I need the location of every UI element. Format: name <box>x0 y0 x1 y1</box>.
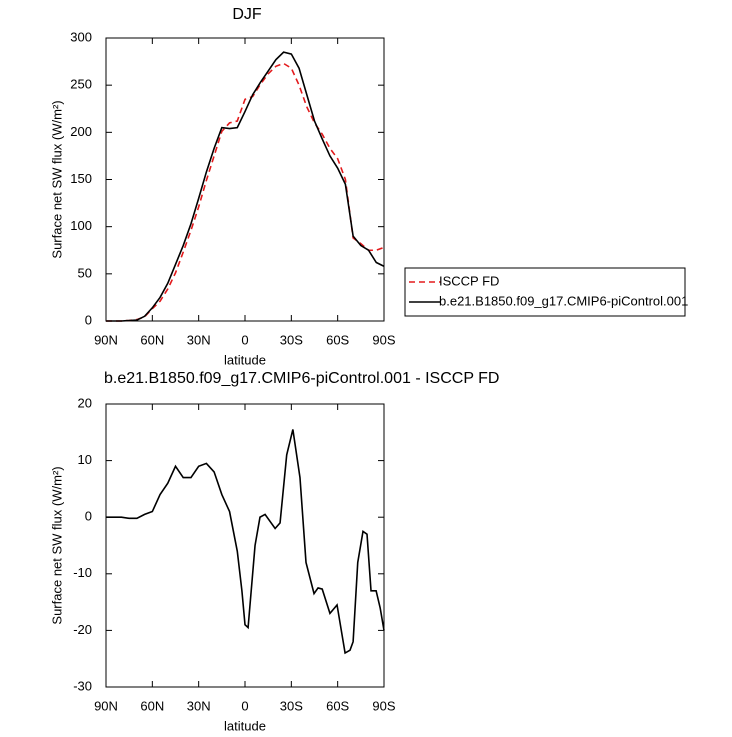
x-tick-label: 60N <box>140 698 164 713</box>
legend-box <box>404 267 686 317</box>
y-tick-label: 0 <box>85 509 92 524</box>
y-tick-label: 20 <box>78 395 92 410</box>
x-tick-label: 30S <box>280 332 303 347</box>
x-tick-label: 90S <box>372 698 395 713</box>
y-tick-label: -30 <box>73 678 92 693</box>
x-tick-label: 90N <box>94 698 118 713</box>
x-tick-label: 0 <box>241 332 248 347</box>
y-tick-label: 250 <box>70 77 92 92</box>
y-tick-label: 50 <box>78 265 92 280</box>
x-tick-label: 90S <box>372 332 395 347</box>
legend-label: b.e21.B1850.f09_g17.CMIP6-piControl.001 <box>439 293 688 308</box>
x-axis-label: latitude <box>224 718 266 733</box>
x-tick-label: 30S <box>280 698 303 713</box>
x-tick-label: 30N <box>187 698 211 713</box>
y-axis-label: Surface net SW flux (W/m²) <box>49 100 64 258</box>
y-tick-label: 0 <box>85 312 92 327</box>
x-tick-label: 0 <box>241 698 248 713</box>
y-tick-label: 200 <box>70 124 92 139</box>
plot-frame <box>105 403 385 688</box>
y-tick-label: -10 <box>73 565 92 580</box>
y-axis-label: Surface net SW flux (W/m²) <box>49 466 64 624</box>
x-tick-label: 60N <box>140 332 164 347</box>
data-line <box>106 429 385 655</box>
y-tick-label: 150 <box>70 171 92 186</box>
chart-title: b.e21.B1850.f09_g17.CMIP6-piControl.001 … <box>104 370 499 387</box>
y-tick-label: -20 <box>73 622 92 637</box>
y-tick-label: 300 <box>70 29 92 44</box>
x-tick-label: 30N <box>187 332 211 347</box>
y-tick-label: 100 <box>70 218 92 233</box>
x-tick-label: 90N <box>94 332 118 347</box>
x-axis-label: latitude <box>224 352 266 367</box>
data-line <box>106 51 385 322</box>
legend-label: ISCCP FD <box>439 273 499 288</box>
x-tick-label: 60S <box>326 332 349 347</box>
x-tick-label: 60S <box>326 698 349 713</box>
data-line <box>106 62 385 322</box>
y-tick-label: 10 <box>78 452 92 467</box>
chart-title: DJF <box>232 6 262 23</box>
